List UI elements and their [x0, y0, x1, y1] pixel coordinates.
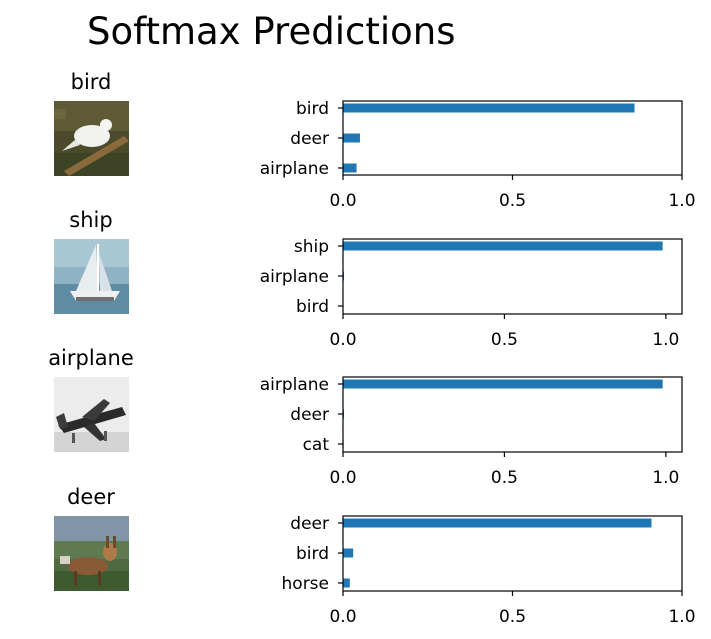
ytick-label-4-1: deer — [290, 514, 329, 534]
ytick-label-1-2: deer — [290, 129, 329, 149]
xtick-label-4-3: 1.0 — [668, 607, 695, 627]
ytick-label-2-2: airplane — [260, 267, 329, 287]
xtick-label-2-1: 0.0 — [329, 330, 356, 350]
ytick-label-3-3: cat — [303, 435, 330, 455]
xtick-label-4-1: 0.0 — [329, 607, 356, 627]
ytick-label-3-2: deer — [290, 405, 329, 425]
xtick-label-2-2: 0.5 — [491, 330, 518, 350]
thumbnail-bird-image — [54, 101, 129, 176]
ytick-label-1-3: airplane — [260, 159, 329, 179]
bar-3-airplane — [343, 379, 663, 389]
bar-4-deer — [343, 518, 652, 528]
thumb-title-2: ship — [69, 208, 113, 232]
xtick-label-1-3: 1.0 — [668, 191, 695, 211]
thumbnail-ship-image — [54, 239, 129, 314]
ytick-label-2-3: bird — [296, 297, 329, 317]
bar-4-horse — [343, 578, 350, 588]
xtick-label-3-3: 1.0 — [652, 468, 679, 488]
thumbnail-deer-image — [54, 516, 129, 591]
figure-title: Softmax Predictions — [87, 10, 456, 53]
bar-1-deer — [343, 133, 360, 143]
bar-1-bird — [343, 103, 635, 113]
xtick-label-3-1: 0.0 — [329, 468, 356, 488]
xtick-label-3-2: 0.5 — [491, 468, 518, 488]
xtick-label-1-2: 0.5 — [499, 191, 526, 211]
thumb-title-3: airplane — [48, 346, 134, 370]
thumb-title-4: deer — [67, 485, 115, 509]
thumb-title-1: bird — [70, 70, 112, 94]
ytick-label-4-3: horse — [282, 574, 329, 594]
bar-4-bird — [343, 548, 354, 558]
thumbnail-airplane-image — [54, 377, 129, 452]
ytick-label-2-1: ship — [294, 237, 329, 257]
bar-1-airplane — [343, 163, 357, 173]
ytick-label-4-2: bird — [296, 544, 329, 564]
ytick-label-1-1: bird — [296, 99, 329, 119]
xtick-label-4-2: 0.5 — [499, 607, 526, 627]
xtick-label-2-3: 1.0 — [652, 330, 679, 350]
ytick-label-3-1: airplane — [260, 375, 329, 395]
xtick-label-1-1: 0.0 — [329, 191, 356, 211]
bar-2-ship — [343, 241, 663, 251]
